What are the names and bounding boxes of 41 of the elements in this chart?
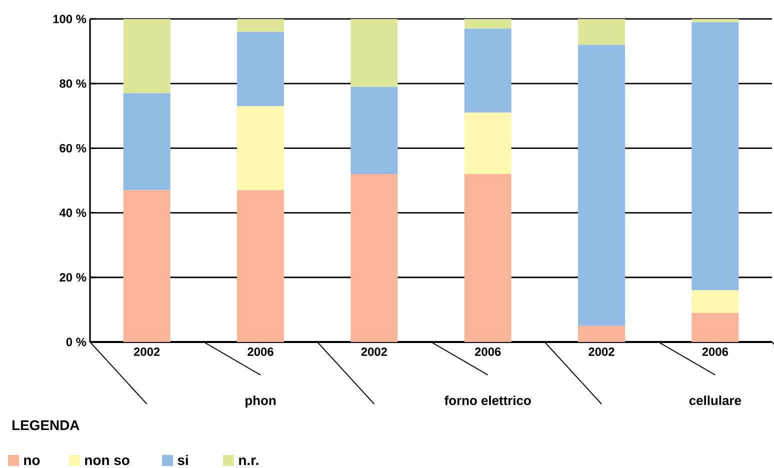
x-tick-label: 2006 <box>702 348 728 356</box>
bar <box>578 18 625 45</box>
bar <box>237 18 284 32</box>
bar <box>692 18 739 22</box>
text: phon <box>246 396 276 408</box>
bar <box>237 190 284 342</box>
bar <box>692 312 739 342</box>
bar <box>578 44 625 326</box>
x-tick-label: 2006 <box>248 348 274 356</box>
legend-title: LEGENDA <box>12 420 80 430</box>
y-tick-label: 40 % <box>59 208 86 218</box>
text: cellulare <box>689 396 742 406</box>
bar <box>464 174 512 342</box>
bar <box>350 174 398 342</box>
bar <box>464 18 512 29</box>
bar <box>237 106 284 190</box>
bar <box>123 18 170 94</box>
bar <box>464 112 512 174</box>
legend-label: si <box>178 454 188 466</box>
y-tick-label: 60 % <box>60 144 86 152</box>
legend-label: non so <box>85 457 130 466</box>
bar <box>692 22 739 290</box>
bar <box>464 28 512 113</box>
x-tick-label: 2002 <box>588 348 614 356</box>
y-tick-label: 80 % <box>60 79 86 88</box>
y-tick-label: 0 % <box>66 338 86 346</box>
y-tick-label: 100 % <box>53 14 86 24</box>
bar <box>237 32 284 106</box>
bar <box>123 93 170 190</box>
bar <box>350 18 398 87</box>
x-tick-label: 2002 <box>134 348 160 356</box>
bar <box>578 326 625 342</box>
bar <box>350 86 398 174</box>
legend-label: n.r. <box>239 457 258 465</box>
y-tick-label: 20 % <box>60 273 86 282</box>
x-tick-label: 2006 <box>474 348 501 356</box>
bar <box>692 290 739 313</box>
bar <box>123 190 170 342</box>
legend-label: no <box>24 457 40 466</box>
x-tick-label: 2002 <box>361 348 387 356</box>
text: forno elettrico <box>444 396 531 406</box>
